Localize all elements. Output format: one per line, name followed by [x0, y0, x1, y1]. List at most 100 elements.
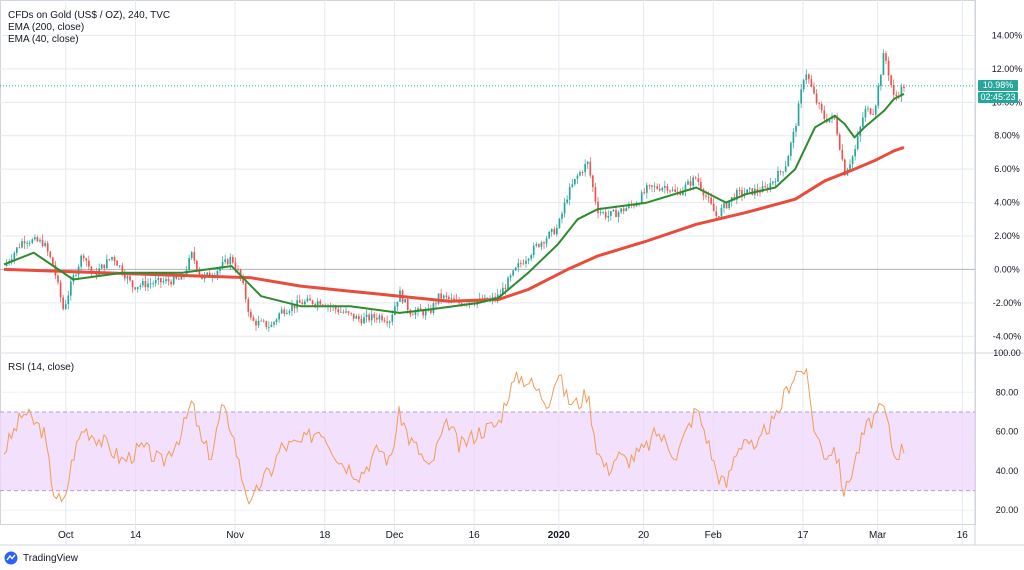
candle-body [239, 269, 242, 278]
candle-body [378, 315, 381, 320]
candle-body [394, 306, 396, 315]
candle-body [162, 281, 165, 283]
candle-body [504, 287, 507, 290]
candle-body [558, 218, 561, 228]
candle-body [710, 197, 712, 204]
candle-body [854, 149, 856, 157]
rsi-y-tick-label: 100.00 [993, 348, 1021, 358]
candle-body [548, 231, 550, 239]
candle-body [576, 175, 579, 179]
candle-body [116, 261, 118, 266]
candle-body [841, 149, 844, 160]
candle-body [738, 190, 741, 191]
x-tick-label: 20 [638, 530, 650, 541]
candle-body [784, 166, 787, 172]
candle-body [419, 308, 422, 311]
candle-body [440, 293, 442, 299]
candle-body [527, 258, 530, 261]
candle-body [373, 314, 376, 318]
candle-body [234, 262, 237, 270]
candle-body [226, 259, 229, 265]
candle-body [237, 269, 239, 271]
candle-body [787, 155, 790, 167]
candle-body [658, 188, 661, 191]
last-price-tag: 10.98% [978, 79, 1018, 91]
candle-body [450, 298, 453, 300]
candle-body [406, 298, 409, 311]
candle-body [684, 184, 687, 191]
y-tick-label: 2.00% [994, 231, 1020, 241]
candle-body [59, 282, 62, 298]
candle-body [864, 108, 867, 118]
candle-body [892, 85, 895, 95]
candle-body [391, 314, 394, 322]
candle-body [885, 53, 887, 61]
candle-body [496, 294, 499, 300]
candle-body [216, 270, 219, 276]
candle-body [252, 317, 255, 321]
candle-body [574, 178, 576, 185]
chart-title: CFDs on Gold (US$ / OZ), 240, TVC [8, 10, 171, 21]
brand-footer[interactable]: TradingView [4, 549, 78, 567]
candle-body [805, 74, 808, 81]
candle-body [288, 311, 291, 313]
candle-body [589, 161, 592, 176]
candle-body [671, 189, 674, 191]
candle-body [715, 211, 718, 217]
candle-body [360, 319, 363, 324]
candle-body [121, 265, 124, 274]
candle-body [23, 241, 26, 244]
candlestick-series [5, 49, 905, 332]
candle-body [800, 89, 802, 104]
candle-body [507, 277, 509, 290]
candle-body [316, 301, 319, 306]
x-tick-label: Feb [705, 530, 723, 541]
candle-body [862, 117, 864, 127]
candle-body [368, 314, 370, 321]
y-tick-label: -2.00% [993, 298, 1022, 308]
candle-body [769, 183, 772, 190]
rsi-legend: RSI (14, close) [8, 362, 75, 373]
candle-body [41, 239, 44, 247]
candle-body [682, 190, 684, 195]
candle-body [748, 188, 751, 190]
candle-body [301, 302, 304, 305]
candle-body [342, 311, 345, 313]
x-tick-label: 16 [469, 530, 481, 541]
candle-body [764, 186, 766, 188]
candle-body [62, 297, 64, 310]
rsi-line [3, 367, 905, 505]
candle-body [808, 74, 810, 80]
candle-body [219, 267, 221, 271]
candle-body [34, 237, 36, 240]
candle-body [314, 303, 316, 306]
candle-body [844, 159, 846, 176]
candle-body [720, 207, 723, 217]
candle-body [612, 209, 615, 212]
candle-body [46, 243, 49, 252]
candle-body [273, 322, 275, 325]
candle-body [597, 201, 599, 214]
candle-body [304, 301, 306, 305]
candle-body [340, 311, 342, 313]
candle-body [491, 296, 494, 300]
candle-body [633, 205, 635, 207]
candle-body [617, 212, 620, 218]
candle-body [100, 264, 103, 269]
y-tick-label: 0.00% [994, 264, 1020, 274]
candle-body [80, 255, 82, 267]
candle-body [424, 310, 427, 316]
candle-body [193, 252, 196, 261]
candle-body [640, 192, 643, 204]
brand-name: TradingView [23, 552, 79, 564]
candle-body [365, 314, 368, 318]
candle-body [136, 286, 139, 290]
candle-body [535, 244, 538, 246]
rsi-y-tick-label: 80.00 [996, 387, 1019, 397]
candle-body [244, 283, 247, 300]
candle-body [144, 281, 147, 288]
candle-body [782, 171, 784, 173]
y-tick-label: 4.00% [994, 198, 1020, 208]
ema40-line [3, 93, 905, 314]
